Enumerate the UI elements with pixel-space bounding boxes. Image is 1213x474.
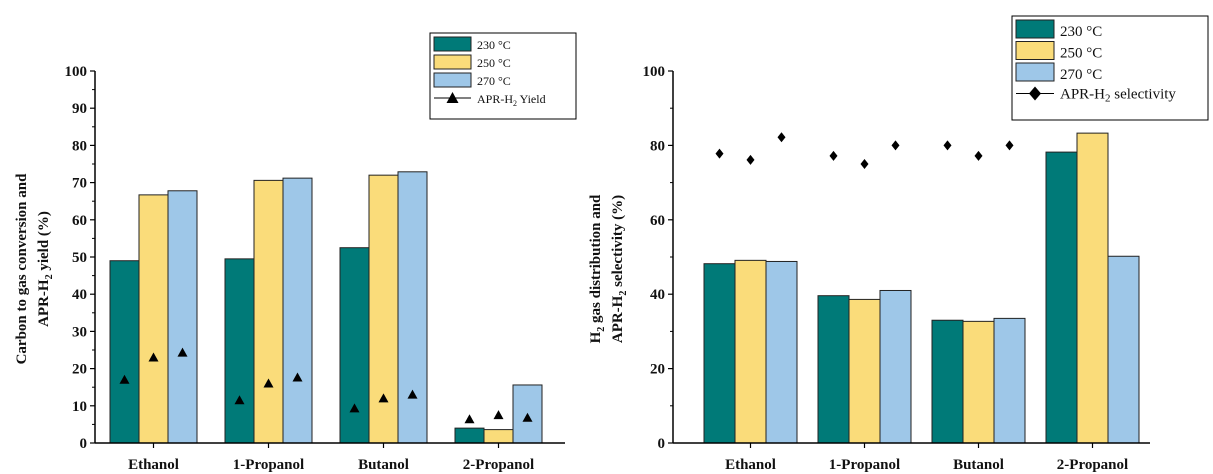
- y-tick-label: 40: [650, 287, 665, 303]
- legend-swatch: [1015, 19, 1055, 39]
- chart-panel-1: Ethanol 1-Propanol Butanol 2-Propanol 0 10 20 3…: [14, 32, 577, 473]
- y-tick-label: 80: [72, 138, 87, 154]
- yield-marker: [292, 372, 303, 382]
- category-label: Ethanol: [128, 457, 179, 473]
- legend-diamond-icon: [1029, 86, 1041, 101]
- y-tick-label: 100: [65, 64, 88, 80]
- bar-butanol-3: [993, 317, 1026, 444]
- y-tick-label: 0: [658, 436, 666, 452]
- bar-2-propanol-1: [1045, 151, 1078, 444]
- bar-ethanol-1: [109, 260, 140, 444]
- legend-label: 250 °C: [477, 56, 511, 70]
- bar-2-propanol-2: [483, 429, 514, 444]
- legend-triangle-icon: [446, 92, 459, 103]
- selectivity-marker: [974, 150, 983, 161]
- legend-swatch: [1015, 41, 1055, 60]
- yield-marker: [234, 395, 245, 405]
- category-label: Butanol: [358, 457, 409, 473]
- legend-label: 270 °C: [1060, 67, 1102, 83]
- selectivity-marker: [943, 140, 952, 151]
- category-label: Butanol: [953, 457, 1004, 473]
- yield-marker: [378, 393, 389, 403]
- bar-2-propanol-1: [454, 427, 485, 444]
- bar-1-propanol-3: [282, 177, 313, 444]
- legend-label: 230 °C: [1060, 24, 1102, 40]
- legend-label: 270 °C: [477, 74, 511, 88]
- bar-ethanol-1: [703, 263, 736, 444]
- yield-marker: [464, 414, 475, 424]
- category-label: 1-Propanol: [233, 457, 304, 473]
- bar-butanol-1: [931, 319, 964, 444]
- bar-ethanol-3: [167, 190, 198, 444]
- bar-ethanol-2: [734, 259, 767, 444]
- bar-1-propanol-2: [253, 179, 284, 444]
- chart-panel-2: Ethanol 1-Propanol Butanol 2-Propanol 0 20 40 6…: [588, 15, 1209, 473]
- selectivity-marker: [715, 148, 724, 159]
- legend-label: 250 °C: [1060, 46, 1102, 62]
- bar-ethanol-2: [138, 194, 169, 444]
- category-label: 2-Propanol: [463, 457, 534, 473]
- bar-1-propanol-1: [817, 295, 850, 444]
- legend-label: 230 °C: [477, 38, 511, 52]
- y-tick-label: 0: [80, 436, 88, 452]
- selectivity-marker: [829, 150, 838, 161]
- y-tick-label: 60: [72, 213, 87, 229]
- bar-1-propanol-2: [848, 298, 881, 444]
- y-tick-label: 10: [72, 399, 87, 415]
- y-tick-label: 100: [643, 64, 666, 80]
- y-tick-label: 50: [72, 250, 87, 266]
- legend-swatch: [433, 72, 472, 88]
- yield-marker: [407, 389, 418, 399]
- bar-butanol-1: [339, 247, 370, 444]
- legend-swatch: [433, 36, 472, 52]
- yield-marker: [522, 412, 533, 422]
- bar-1-propanol-1: [224, 258, 255, 444]
- y-tick-label: 40: [72, 287, 87, 303]
- legend-marker-label: APR-H2 Yield: [477, 92, 546, 108]
- y-axis-title-line2: APR-H2 yield (%): [36, 211, 55, 327]
- legend-swatch: [433, 54, 472, 70]
- y-tick-label: 80: [650, 138, 665, 154]
- selectivity-marker: [891, 140, 900, 151]
- y-tick-label: 20: [650, 362, 665, 378]
- selectivity-marker: [860, 159, 869, 169]
- category-label: 2-Propanol: [1057, 457, 1128, 473]
- legend: 230 °C 250 °C 270 °C APR-H2 selectivity: [1011, 15, 1209, 121]
- yield-marker: [493, 410, 504, 420]
- legend-swatch: [1015, 62, 1055, 82]
- legend-marker-label: APR-H2 selectivity: [1060, 87, 1176, 105]
- yield-marker: [119, 374, 130, 384]
- bar-2-propanol-2: [1076, 132, 1109, 444]
- selectivity-marker: [746, 154, 755, 165]
- bar-butanol-3: [397, 171, 428, 444]
- y-axis-title-line1: H2 gas distribution and: [588, 194, 607, 343]
- category-label: 1-Propanol: [829, 457, 900, 473]
- bar-butanol-2: [368, 174, 399, 444]
- y-axis-title-line1: Carbon to gas conversion and: [14, 173, 30, 365]
- y-tick-label: 60: [650, 213, 665, 229]
- bar-1-propanol-3: [879, 289, 912, 444]
- bar-butanol-2: [962, 320, 995, 444]
- category-label: Ethanol: [725, 457, 776, 473]
- selectivity-marker: [1005, 140, 1014, 151]
- y-axis-title-line2: APR-H2 selectivity (%): [610, 195, 629, 343]
- y-tick-label: 30: [72, 324, 87, 340]
- y-tick-label: 90: [72, 101, 87, 117]
- yield-marker: [349, 403, 360, 413]
- legend: 230 °C 250 °C 270 °C APR-H2 Yield: [429, 32, 577, 120]
- y-tick-label: 70: [72, 176, 87, 192]
- yield-marker: [148, 352, 159, 362]
- yield-marker: [177, 347, 188, 357]
- bar-ethanol-3: [765, 260, 798, 444]
- yield-marker: [263, 378, 274, 388]
- selectivity-marker: [777, 132, 786, 143]
- bar-2-propanol-3: [1107, 255, 1140, 444]
- y-tick-label: 20: [72, 362, 87, 378]
